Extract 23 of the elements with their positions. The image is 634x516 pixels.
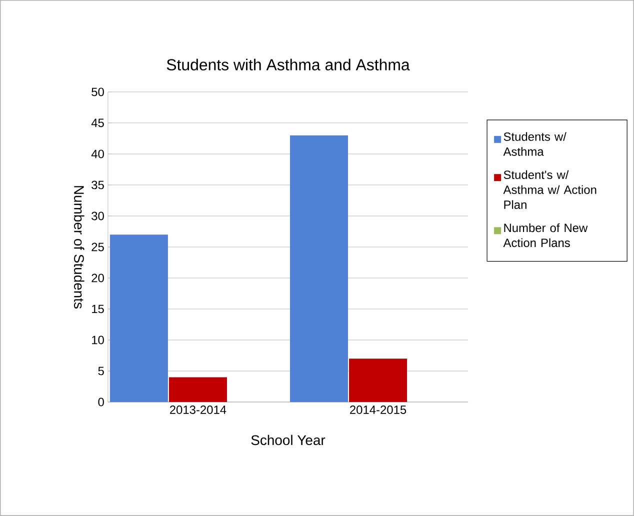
legend-label: Student's w/ Asthma w/ Action Plan bbox=[503, 170, 596, 209]
bar bbox=[290, 135, 348, 402]
chart-title: Students with Asthma and Asthma bbox=[166, 58, 410, 70]
x-tick-label: 2013-2014 bbox=[170, 406, 226, 414]
legend-label: Number of New Action Plans bbox=[503, 223, 588, 248]
bar bbox=[349, 358, 408, 402]
y-tick-label: 45 bbox=[91, 118, 104, 128]
y-tick-label: 35 bbox=[92, 180, 104, 190]
bar bbox=[168, 377, 227, 402]
y-tick-label: 20 bbox=[92, 274, 104, 282]
y-tick-label: 15 bbox=[92, 304, 104, 314]
y-tick-label: 30 bbox=[92, 212, 104, 220]
bar bbox=[110, 234, 168, 402]
y-axis-title: Number of Students bbox=[74, 186, 84, 308]
x-tick-label: 2014-2015 bbox=[350, 406, 406, 414]
legend-label: Students w/ Asthma bbox=[503, 132, 566, 156]
y-tick-label: 40 bbox=[91, 150, 104, 158]
y-tick-label: 5 bbox=[98, 366, 104, 376]
y-tick-label: 10 bbox=[92, 336, 104, 344]
x-axis-title: School Year bbox=[251, 434, 326, 446]
y-tick-label: 0 bbox=[98, 398, 104, 406]
y-tick-label: 25 bbox=[92, 242, 104, 252]
y-tick-label: 50 bbox=[92, 88, 104, 96]
